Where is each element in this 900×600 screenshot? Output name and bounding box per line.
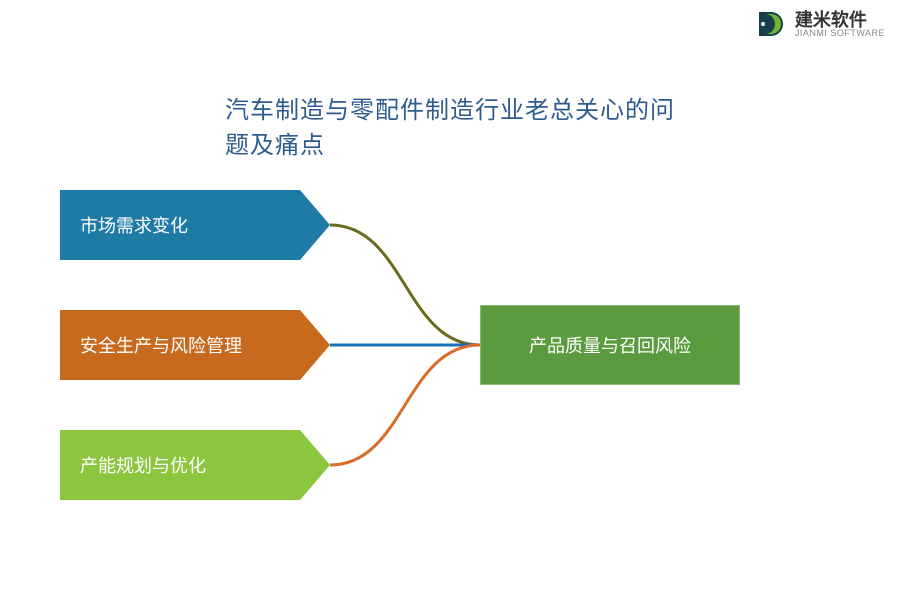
page-title: 汽车制造与零配件制造行业老总关心的问题及痛点 <box>225 90 675 160</box>
left-node-label-0: 市场需求变化 <box>80 212 188 238</box>
left-node-2: 产能规划与优化 <box>60 430 300 500</box>
left-node-0: 市场需求变化 <box>60 190 300 260</box>
arrow-head-1 <box>300 310 330 380</box>
left-node-label-1: 安全生产与风险管理 <box>80 332 242 358</box>
arrow-head-0 <box>300 190 330 260</box>
right-node: 产品质量与召回风险 <box>480 305 740 385</box>
left-node-label-2: 产能规划与优化 <box>80 452 206 478</box>
logo-icon <box>755 8 787 40</box>
edge-0 <box>330 225 480 345</box>
diagram: 市场需求变化安全生产与风险管理产能规划与优化 产品质量与召回风险 <box>0 160 900 560</box>
logo-cn: 建米软件 <box>795 11 885 29</box>
left-node-1: 安全生产与风险管理 <box>60 310 300 380</box>
logo: 建米软件 JIANMI SOFTWARE <box>755 8 885 40</box>
arrow-head-2 <box>300 430 330 500</box>
logo-en: JIANMI SOFTWARE <box>795 29 885 38</box>
edge-2 <box>330 345 480 465</box>
right-node-label: 产品质量与召回风险 <box>529 332 691 358</box>
logo-text: 建米软件 JIANMI SOFTWARE <box>795 11 885 38</box>
